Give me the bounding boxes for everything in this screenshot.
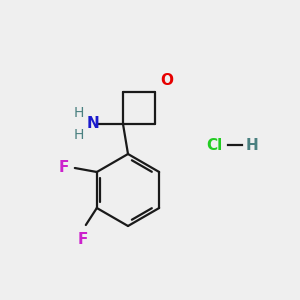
Text: H: H <box>246 137 259 152</box>
Text: H: H <box>74 106 84 120</box>
Text: H: H <box>74 128 84 142</box>
Text: Cl: Cl <box>206 137 222 152</box>
Text: F: F <box>78 232 88 247</box>
Text: F: F <box>58 160 69 175</box>
Text: N: N <box>87 116 99 130</box>
Text: O: O <box>160 73 173 88</box>
